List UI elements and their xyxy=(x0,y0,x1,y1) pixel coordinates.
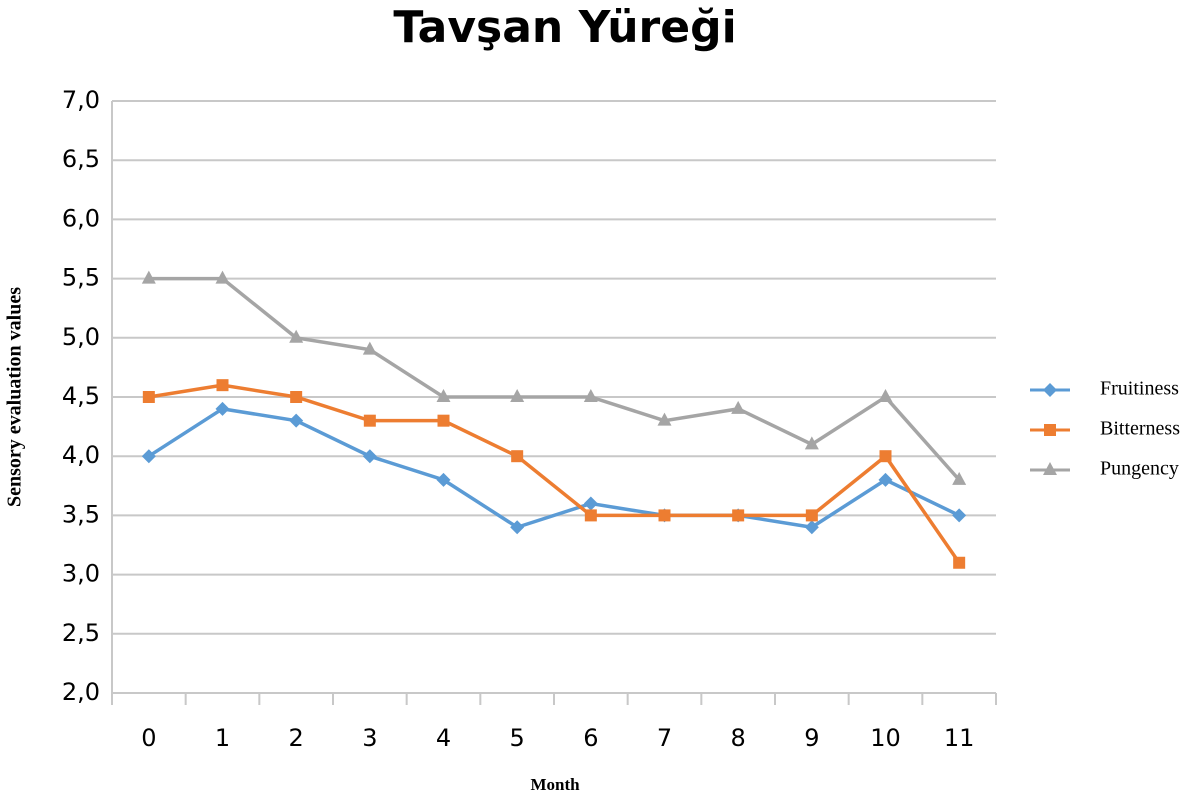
data-point xyxy=(436,472,451,487)
data-point xyxy=(437,414,450,427)
y-tick-label: 2,5 xyxy=(62,619,100,647)
x-tick-label: 9 xyxy=(804,724,819,752)
y-tick-label: 5,5 xyxy=(62,264,100,292)
data-point xyxy=(289,329,304,343)
legend-label: Bitterness xyxy=(1100,418,1180,440)
y-tick-label: 6,0 xyxy=(62,204,100,232)
y-tick-label: 7,0 xyxy=(62,86,100,114)
data-point xyxy=(142,391,155,403)
x-tick-label: 6 xyxy=(583,724,598,752)
y-tick-label: 4,0 xyxy=(62,441,100,469)
x-tick-label: 7 xyxy=(657,724,672,752)
y-tick-label: 4,5 xyxy=(62,382,100,410)
data-point xyxy=(658,509,671,522)
y-tick-label: 3,5 xyxy=(62,500,100,528)
data-point xyxy=(805,509,818,522)
data-point xyxy=(363,414,376,427)
data-point xyxy=(732,509,745,522)
y-tick-label: 3,0 xyxy=(62,560,100,588)
x-tick-label: 11 xyxy=(944,724,975,752)
x-tick-label: 4 xyxy=(436,724,451,752)
data-point xyxy=(436,389,451,402)
series-line xyxy=(148,276,961,482)
series-line xyxy=(147,407,960,530)
data-point xyxy=(511,450,524,463)
data-point xyxy=(583,496,598,511)
x-tick-label: 8 xyxy=(731,724,746,752)
y-tick-label: 5,0 xyxy=(62,323,100,351)
data-point xyxy=(878,472,893,487)
legend-label: Pungency xyxy=(1100,458,1179,480)
data-point xyxy=(952,471,967,485)
x-tick-label: 5 xyxy=(510,724,525,752)
chart-title: Tavşan Yüreği xyxy=(393,2,736,53)
data-point xyxy=(510,520,525,535)
legend-marker xyxy=(1044,424,1056,436)
x-tick-label: 2 xyxy=(289,724,304,752)
y-tick-label: 2,0 xyxy=(62,678,100,706)
x-axis-label: Month xyxy=(530,775,580,794)
data-point xyxy=(215,270,230,284)
data-point xyxy=(141,270,156,284)
data-point xyxy=(731,400,746,414)
data-point xyxy=(362,341,377,355)
legend-marker xyxy=(1043,462,1057,475)
series-line xyxy=(148,383,961,564)
legend-label: Fruitiness xyxy=(1100,378,1179,400)
data-point xyxy=(510,389,525,402)
data-point xyxy=(804,520,819,535)
y-tick-label: 6,5 xyxy=(62,145,100,173)
x-tick-label: 0 xyxy=(141,724,156,752)
data-point xyxy=(953,556,966,569)
legend-marker xyxy=(1043,383,1057,397)
data-point xyxy=(584,509,597,522)
data-point xyxy=(216,379,229,392)
data-point xyxy=(804,436,819,450)
x-tick-label: 10 xyxy=(870,724,901,752)
data-point xyxy=(290,391,303,403)
data-point xyxy=(878,389,893,402)
data-point xyxy=(289,413,304,428)
data-point xyxy=(583,389,598,402)
data-point xyxy=(657,412,672,426)
data-point xyxy=(141,449,156,464)
data-point xyxy=(879,450,892,463)
data-point xyxy=(215,401,230,416)
data-point xyxy=(362,449,377,464)
y-axis-label: Sensory evaluation values xyxy=(4,287,26,507)
x-tick-label: 1 xyxy=(215,724,230,752)
x-tick-label: 3 xyxy=(362,724,377,752)
data-point xyxy=(952,508,967,523)
